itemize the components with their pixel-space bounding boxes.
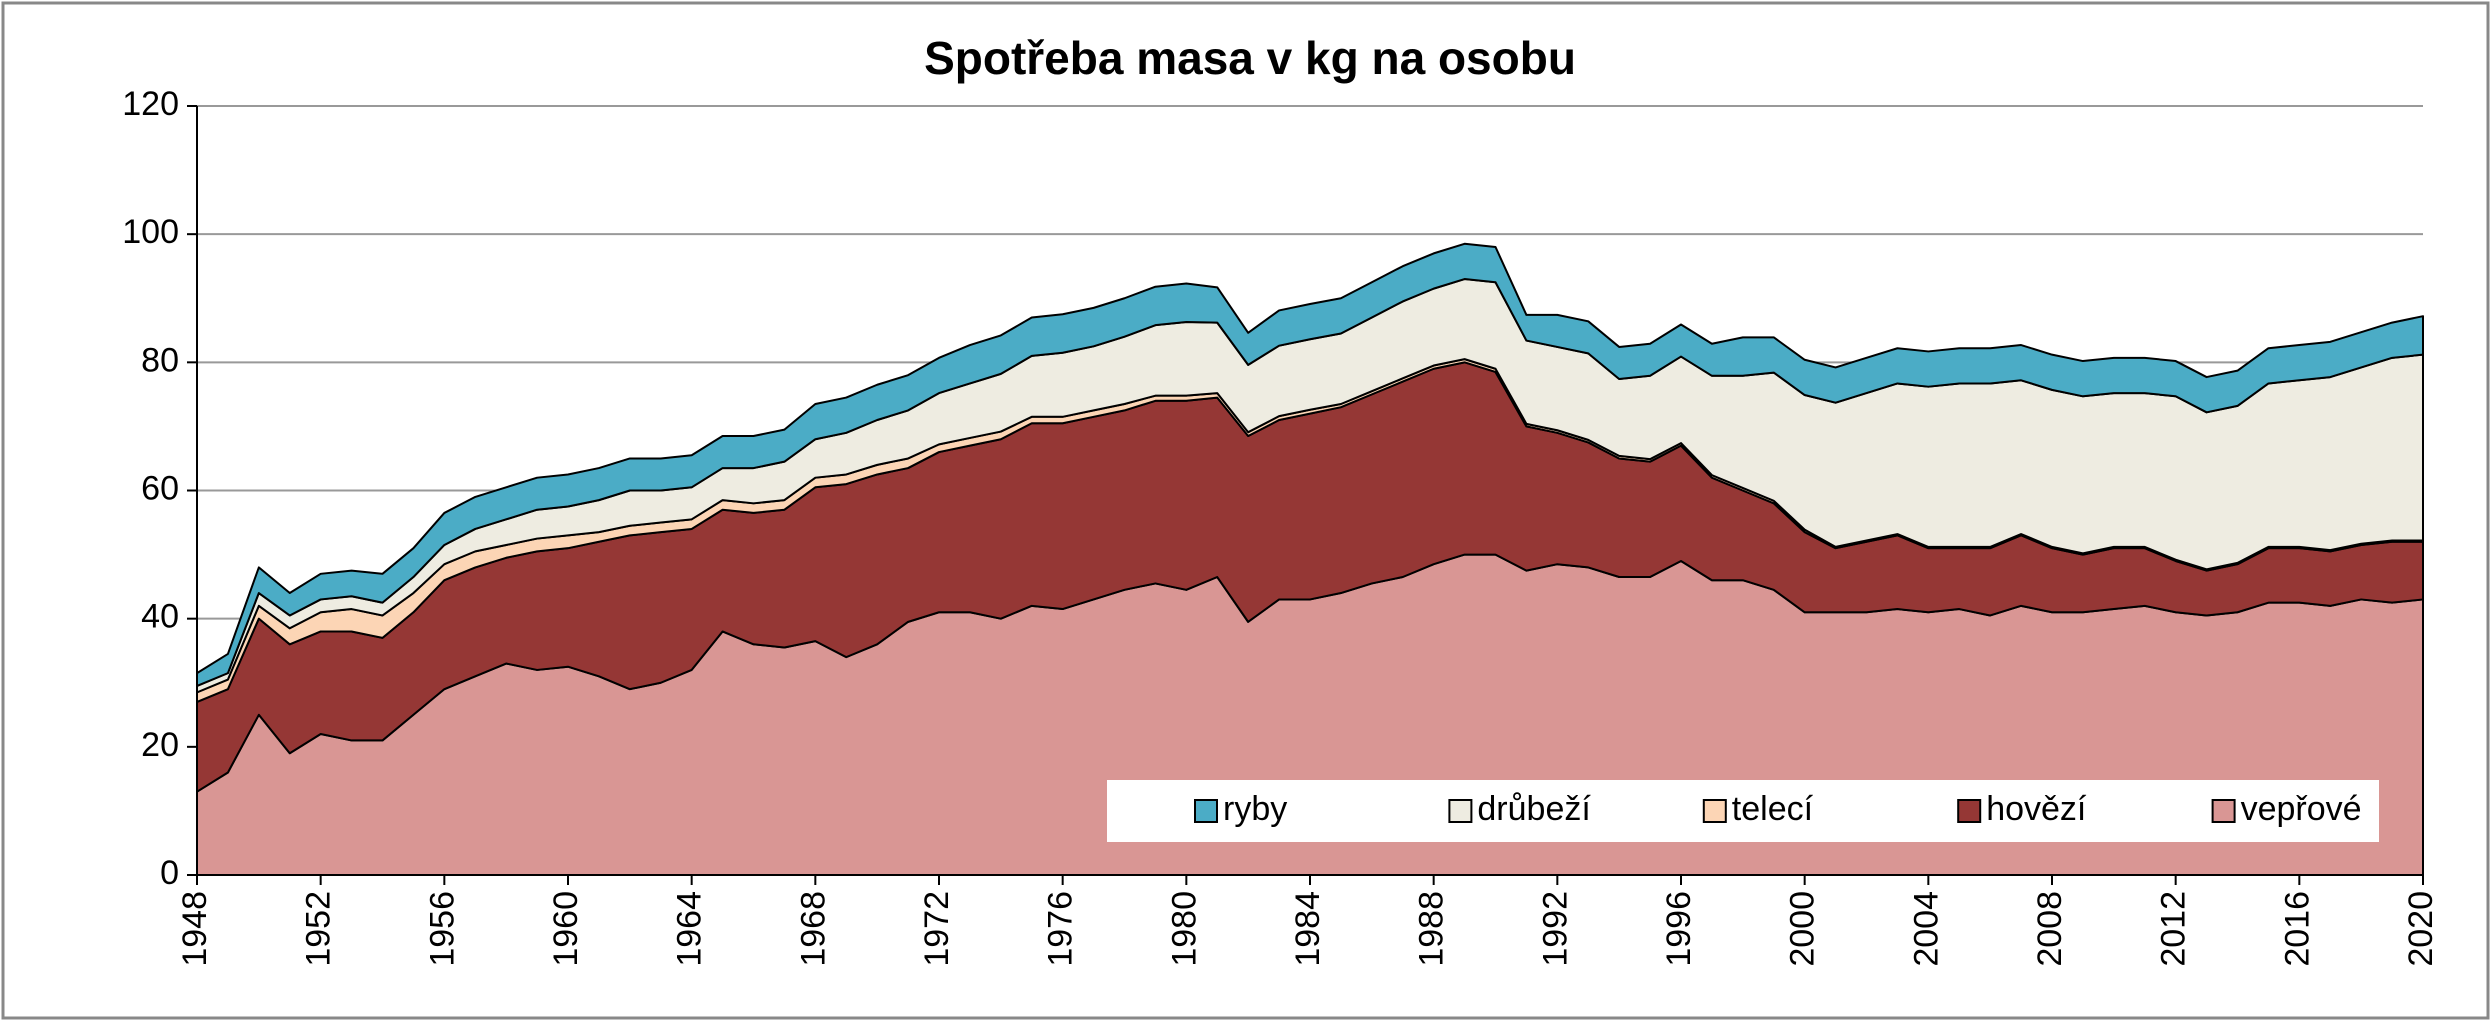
legend-label: telecí (1732, 790, 1814, 828)
legend-swatch (2211, 799, 2236, 823)
legend-label: ryby (1223, 790, 1287, 828)
y-tick-label: 100 (122, 213, 179, 251)
x-tick-label: 1948 (176, 891, 214, 967)
legend-box (1107, 780, 2379, 842)
x-tick-label: 1964 (671, 891, 709, 967)
legend-swatch (1448, 799, 1473, 823)
x-tick-label: 2004 (1907, 891, 1945, 967)
y-tick-label: 40 (141, 598, 179, 636)
x-tick-label: 2012 (2155, 891, 2193, 967)
x-tick-label: 2000 (1784, 891, 1822, 967)
legend: ryby drůbeží telecí hovězí vepřové (1107, 780, 2379, 842)
x-tick-label: 1968 (794, 891, 832, 967)
x-tick-label: 1984 (1289, 891, 1327, 967)
legend-label: hovězí (1986, 790, 2087, 828)
legend-swatch (1702, 799, 1727, 823)
area (196, 242, 2424, 687)
y-tick-label: 0 (160, 854, 179, 892)
x-tick-label: 1972 (918, 891, 956, 967)
x-tick-label: 1996 (1660, 891, 1698, 967)
legend-swatch (1957, 799, 1982, 823)
x-tick-label: 2008 (2031, 891, 2069, 967)
x-tick-label: 1952 (300, 891, 338, 967)
legend-label: drůbeží (1477, 790, 1591, 828)
y-tick-label: 120 (122, 85, 179, 123)
x-tick-label: 2016 (2278, 891, 2316, 967)
x-tick-label: 1992 (1536, 891, 1574, 967)
x-tick-label: 1976 (1042, 891, 1080, 967)
x-tick-label: 1956 (423, 891, 461, 967)
x-tick-label: 1960 (547, 891, 585, 967)
x-tick-label: 2020 (2402, 891, 2440, 967)
axes: 0 20 40 60 80 100 120 1948 1952 1956 1960 1964 1968 1… (122, 85, 2440, 967)
legend-label: vepřové (2241, 790, 2362, 828)
legend-swatch (1194, 799, 1218, 823)
y-tick-label: 20 (141, 726, 179, 764)
x-tick-label: 1980 (1165, 891, 1203, 967)
y-tick-label: 80 (141, 341, 179, 379)
chart-title: Spotřeba masa v kg na osobu (924, 32, 1576, 84)
x-tick-label: 1988 (1413, 891, 1451, 967)
y-tick-label: 60 (141, 469, 179, 507)
